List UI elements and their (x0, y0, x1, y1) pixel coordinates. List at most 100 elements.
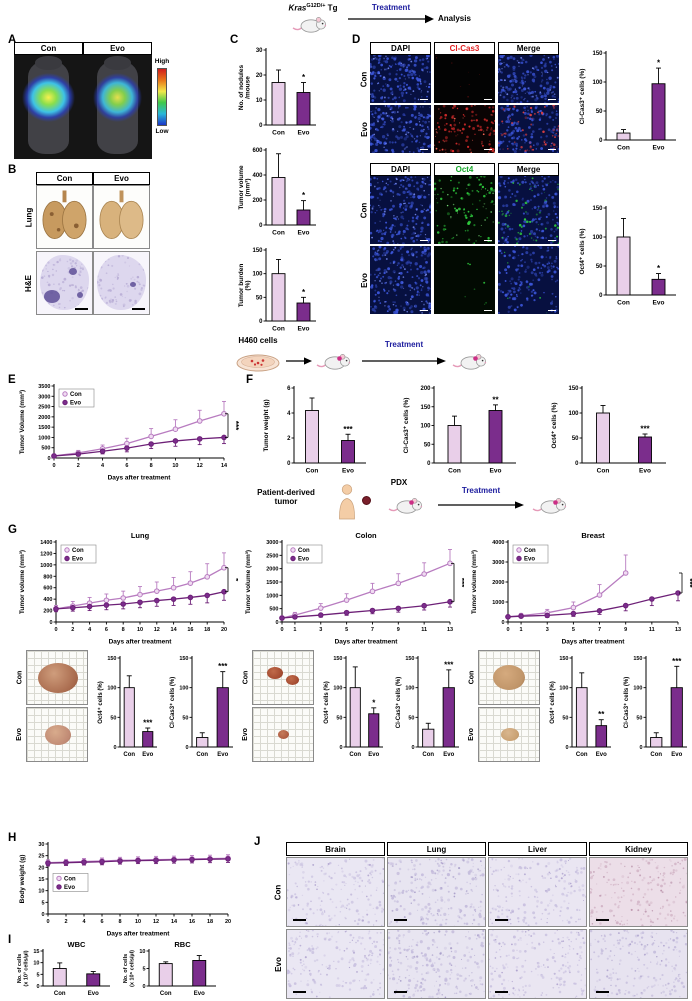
svg-text:Evo: Evo (142, 752, 153, 758)
svg-text:150: 150 (592, 51, 603, 57)
tumor-nodule (69, 268, 77, 275)
svg-text:0: 0 (565, 745, 568, 751)
kras-genotype-label: KrasG12D/+ Tg (266, 3, 360, 13)
svg-text:Con: Con (272, 326, 285, 333)
svg-text:150: 150 (592, 206, 603, 212)
svg-text:0: 0 (275, 620, 278, 626)
fluor-dapi-evo (370, 105, 431, 153)
svg-text:Oct4⁺ cells (%): Oct4⁺ cells (%) (551, 402, 558, 448)
svg-text:150: 150 (420, 405, 431, 411)
svg-text:8: 8 (150, 463, 153, 469)
svg-text:Cl-Cas3⁺ cells (%): Cl-Cas3⁺ cells (%) (623, 677, 630, 729)
tumor-weight-bar-chart: 0 2 4 6 Tumor weight (g) Con Evo *** (258, 380, 392, 478)
panel-d-row-label-evo2: Evo (359, 272, 369, 288)
tumor-photo-lung-evo (26, 707, 88, 762)
svg-text:0: 0 (501, 620, 504, 626)
svg-text:7: 7 (598, 627, 601, 633)
svg-text:Con: Con (576, 752, 588, 758)
svg-text:*: * (302, 288, 306, 297)
svg-text:1500: 1500 (266, 580, 278, 586)
treatment-label: Treatment (371, 3, 411, 12)
svg-text:Evo: Evo (671, 752, 682, 758)
svg-text:50: 50 (636, 715, 642, 721)
pdx-label: PDX (390, 478, 408, 487)
svg-text:100: 100 (252, 272, 263, 278)
pet-colorbar (157, 68, 167, 126)
g-colon-clcas3-bar-chart: 0 50 100 150 Cl-Cas3⁺ cells (%) Con Evo *** (390, 650, 464, 762)
svg-text:*: * (302, 191, 306, 200)
svg-text:14: 14 (221, 463, 228, 469)
svg-text:6: 6 (125, 463, 128, 469)
treatment-label-mid: Treatment (384, 340, 424, 349)
svg-text:8: 8 (118, 919, 121, 925)
scale-bar (420, 309, 428, 311)
svg-text:13: 13 (447, 627, 453, 633)
svg-text:Tumor Volume (mm³): Tumor Volume (mm³) (19, 390, 26, 454)
pdx-source-label: Patient-derived tumor (257, 488, 315, 506)
panel-g-label: G (8, 524, 17, 536)
svg-text:Breast: Breast (581, 531, 605, 540)
f-oct4-bar-chart: 0 50 100 150 Oct4⁺ cells (%) Con Evo *** (546, 380, 692, 478)
panel-d-header-dapi: DAPI (370, 42, 431, 55)
panel-d-header-merge2: Merge (498, 163, 559, 176)
svg-text:(x 10⁶ cells/µl): (x 10⁶ cells/µl) (130, 950, 136, 987)
svg-text:1: 1 (520, 627, 523, 633)
svg-text:Tumor volume (mm³): Tumor volume (mm³) (471, 550, 478, 614)
svg-text:1: 1 (293, 627, 296, 633)
svg-text:*: * (657, 264, 661, 273)
scale-bar (75, 308, 88, 310)
svg-text:100: 100 (592, 235, 603, 241)
treatment-arrow-icon (348, 14, 434, 24)
svg-text:Con: Con (597, 468, 610, 475)
panel-a-header-evo: Evo (83, 42, 152, 55)
svg-text:0: 0 (46, 919, 49, 925)
svg-text:WBC: WBC (68, 940, 86, 949)
svg-text:6: 6 (105, 627, 108, 633)
histology-liver-evo (488, 929, 587, 999)
tumor-photo-colon-evo (252, 707, 314, 762)
g-colon-photo-label-con: Con (242, 670, 250, 685)
scale-bar (484, 98, 492, 100)
svg-text:*: * (372, 698, 376, 707)
svg-text:0: 0 (259, 123, 263, 129)
histology-brain-con (286, 857, 385, 927)
fluor-dapi-con-lower (370, 176, 431, 244)
svg-text:Cl-Cas3⁺ cells (%): Cl-Cas3⁺ cells (%) (169, 677, 176, 729)
pet-signal (93, 72, 142, 122)
svg-text:0: 0 (54, 627, 57, 633)
svg-text:Evo: Evo (88, 991, 99, 997)
svg-text:Evo: Evo (194, 991, 205, 997)
g-breast-photo-label-con: Con (468, 670, 476, 685)
svg-text:Con: Con (617, 300, 630, 307)
svg-text:Evo: Evo (596, 752, 607, 758)
he-image-con (36, 251, 93, 315)
panel-d-header-oct4: Oct4 (434, 163, 495, 176)
analysis-label: Analysis (438, 14, 471, 23)
body-weight-line-chart: 0 5 10 15 20 25 30 Body weight (g) Days after tr… (14, 838, 240, 938)
panel-b-header-evo: Evo (93, 172, 150, 185)
scale-bar (596, 919, 609, 921)
scale-bar (293, 919, 306, 921)
panel-d-row-label-con2: Con (359, 202, 369, 218)
fluor-clcas3-con (434, 55, 495, 103)
svg-text:Evo: Evo (368, 752, 379, 758)
tissue-section (96, 255, 146, 310)
panel-i-label: I (8, 934, 12, 946)
panel-j-header-liver: Liver (488, 842, 587, 856)
svg-text:Tumor volume (mm³): Tumor volume (mm³) (19, 550, 26, 614)
svg-text:5: 5 (345, 627, 348, 633)
oct4-cells-bar-chart: 0 50 100 150 Oct4⁺ cells (%) Con Evo * (574, 200, 692, 310)
svg-text:Evo: Evo (298, 557, 309, 563)
tumor-photo-colon-con (252, 650, 314, 705)
svg-text:Tumor volume (mm³): Tumor volume (mm³) (245, 550, 252, 614)
svg-text:Cl-Cas3⁺ cells (%): Cl-Cas3⁺ cells (%) (579, 69, 586, 125)
svg-text:150: 150 (107, 656, 116, 662)
he-image-evo (93, 251, 150, 315)
svg-text:10: 10 (139, 949, 145, 955)
svg-text:Evo: Evo (70, 401, 81, 407)
svg-text:15: 15 (38, 877, 44, 883)
svg-text:150: 150 (568, 386, 579, 392)
svg-text:100: 100 (107, 686, 116, 692)
svg-text:0: 0 (599, 138, 603, 144)
